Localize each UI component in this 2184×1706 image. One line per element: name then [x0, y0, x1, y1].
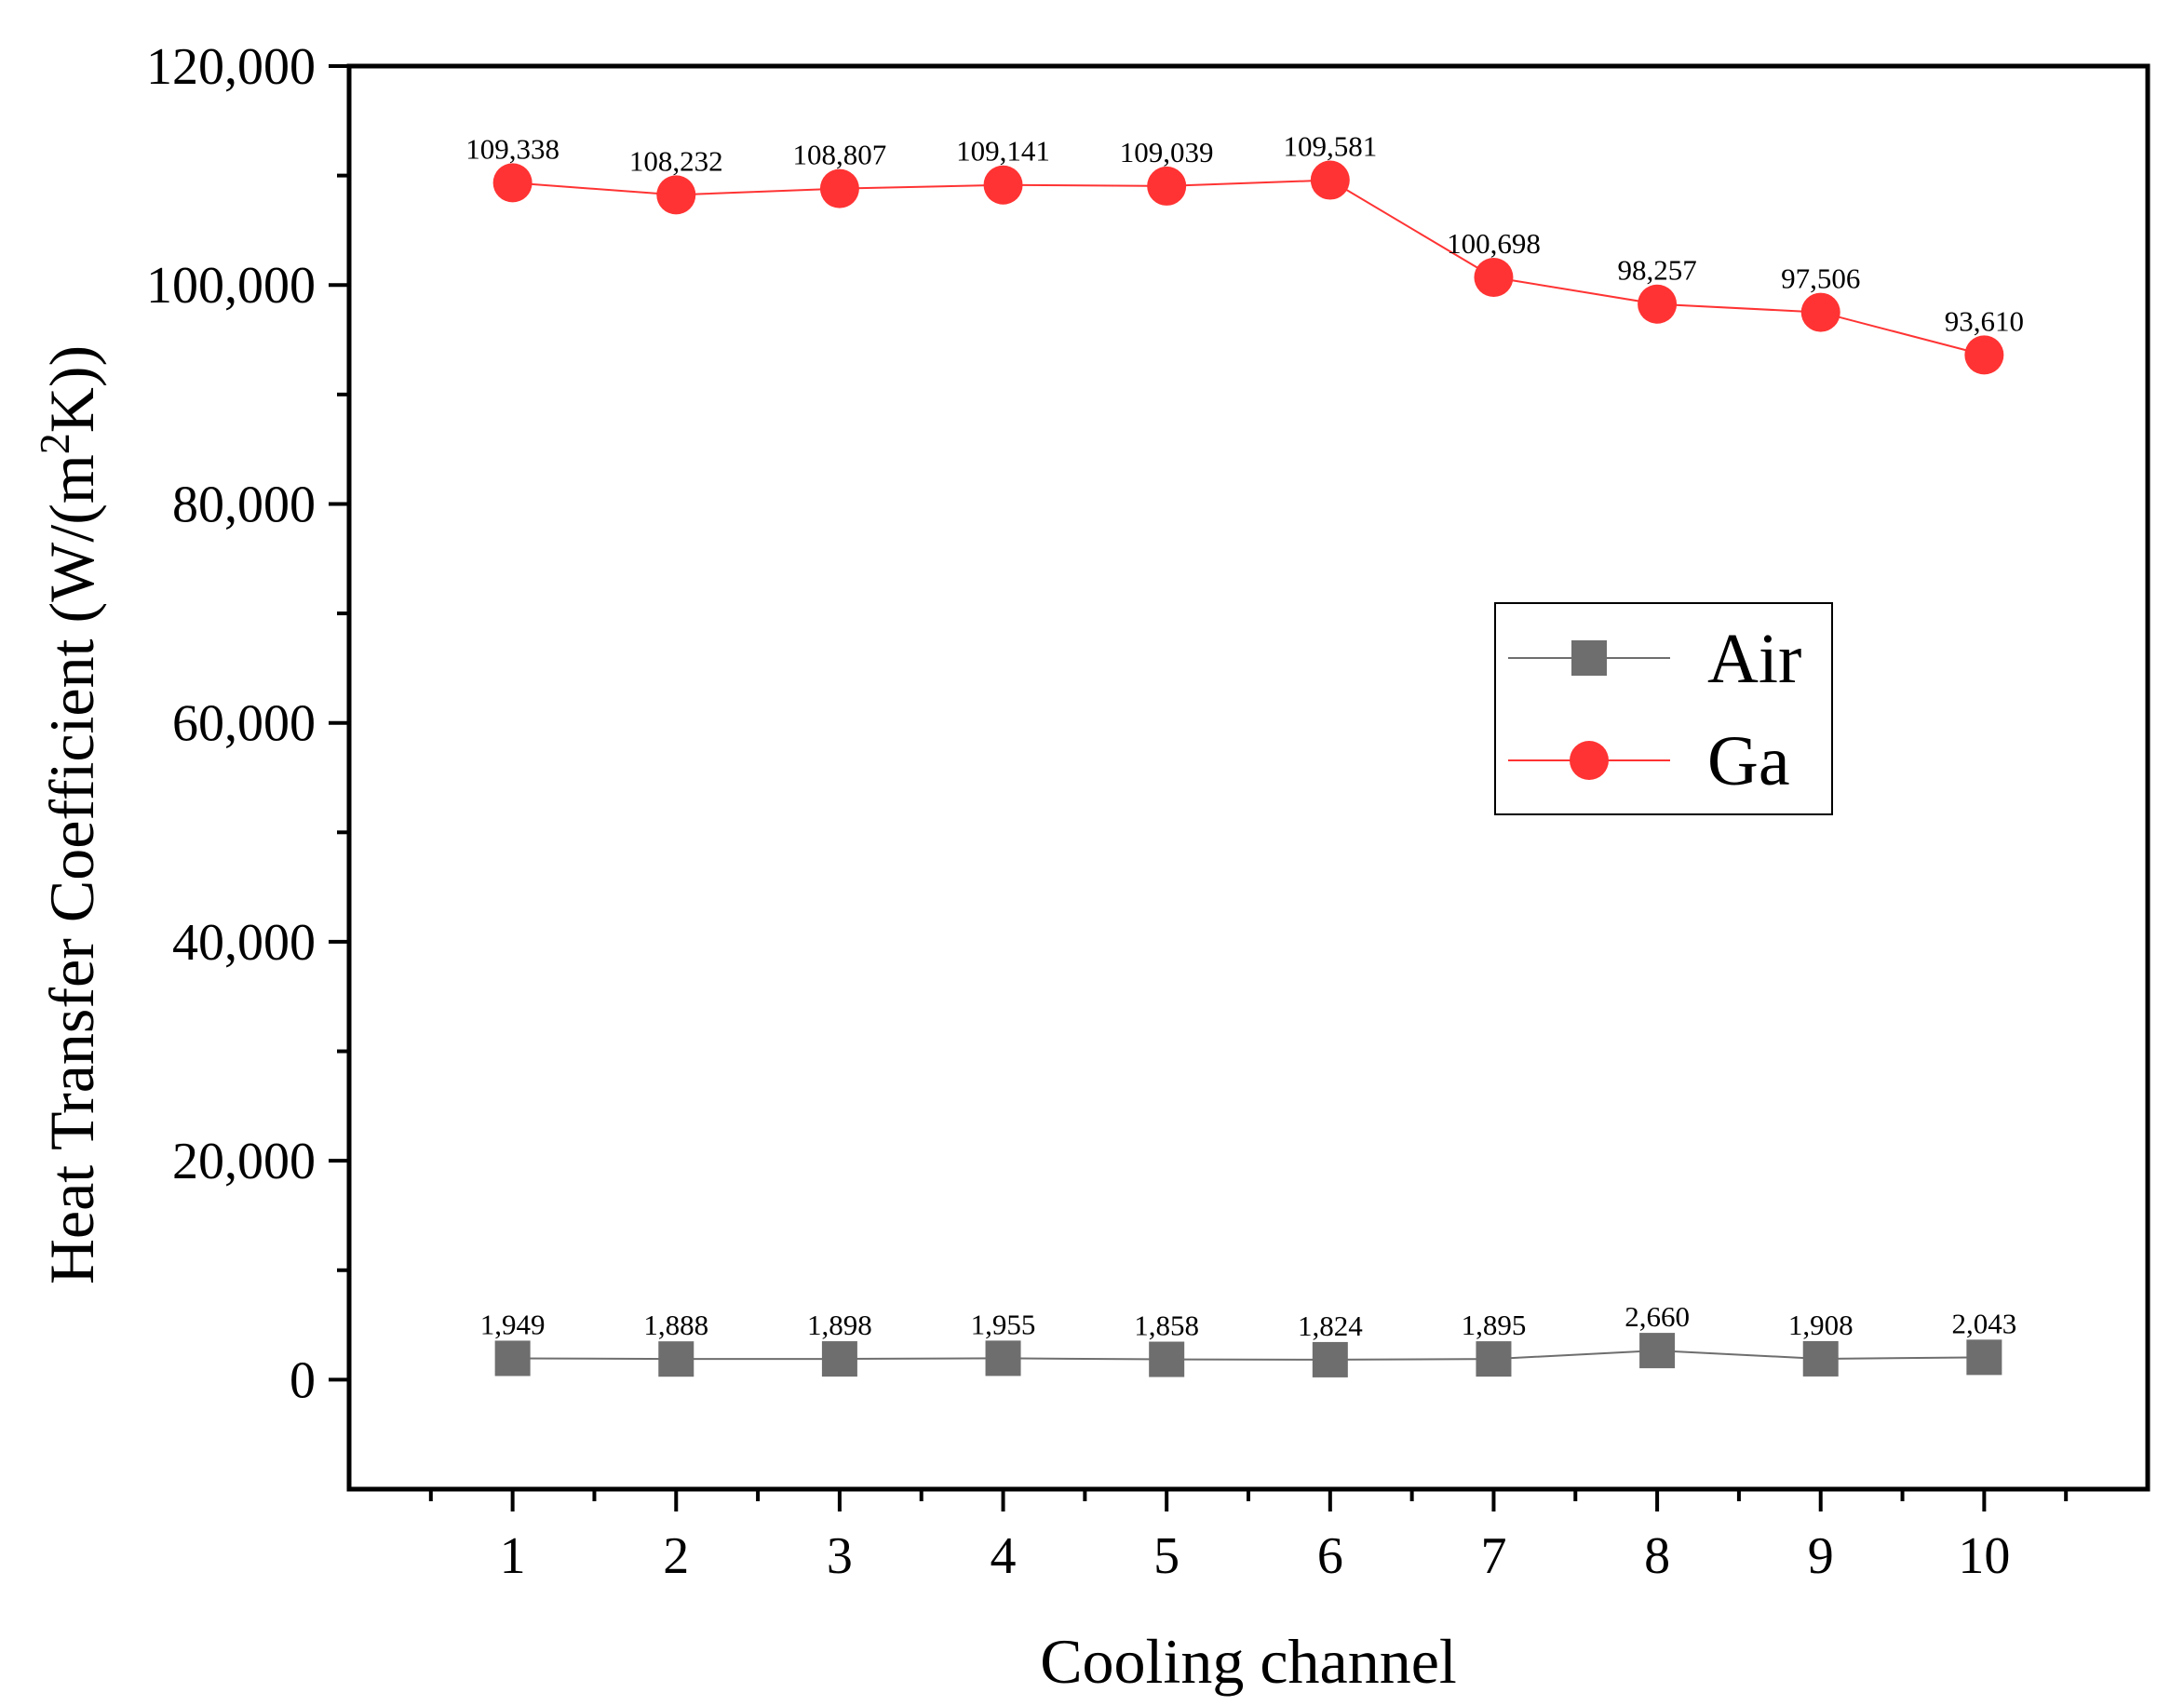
data-point-air	[658, 1341, 694, 1377]
x-tick-label: 6	[1317, 1527, 1343, 1585]
data-label-ga: 98,257	[1617, 254, 1696, 287]
y-tick-label: 120,000	[146, 38, 316, 96]
data-point-air	[1966, 1339, 2002, 1376]
data-point-air	[1476, 1341, 1512, 1377]
data-point-ga	[1310, 160, 1350, 200]
y-tick-label: 60,000	[172, 695, 316, 753]
data-label-air: 1,949	[480, 1308, 546, 1340]
data-point-ga	[492, 163, 533, 203]
data-point-ga	[1638, 284, 1678, 324]
x-tick-label: 9	[1808, 1527, 1834, 1585]
axes-layer: 0 20,000 40,000 60,000 80,000 100,000 120,000 1…	[146, 38, 2150, 1585]
y-axis-title-superscript: 2	[31, 433, 78, 454]
legend-label-air: Air	[1707, 620, 1801, 698]
data-label-air: 1,898	[807, 1309, 872, 1341]
plot-frame	[346, 63, 2150, 1492]
legend-label-ga: Ga	[1707, 722, 1790, 800]
x-tick-label: 8	[1644, 1527, 1670, 1585]
x-tick-label: 3	[827, 1527, 853, 1585]
data-point-air	[985, 1340, 1021, 1377]
data-label-air: 1,895	[1462, 1309, 1527, 1341]
legend-marker-ga	[1570, 741, 1609, 780]
data-label-ga: 97,506	[1781, 262, 1860, 295]
data-point-air	[1802, 1340, 1839, 1377]
data-point-ga	[1800, 292, 1840, 332]
legend-box	[1494, 602, 1833, 815]
x-tick-label: 10	[1958, 1527, 2010, 1585]
data-label-ga: 108,807	[793, 139, 887, 171]
data-labels-layer: 1,949 1,888 1,898 1,955 1,858 1,824 1,895 2,660…	[465, 130, 2024, 1342]
series-line-air	[512, 1350, 1985, 1361]
legend: Air Ga	[1494, 602, 1833, 815]
y-tick-label: 100,000	[146, 257, 316, 315]
data-label-air: 2,660	[1625, 1300, 1690, 1333]
data-label-air: 1,824	[1298, 1310, 1363, 1342]
data-label-ga: 93,610	[1945, 304, 2024, 337]
series-line-ga	[512, 179, 1985, 356]
y-tick-label: 40,000	[172, 914, 316, 972]
x-axis-title: Cooling channel	[1040, 1626, 1457, 1697]
x-tick-label: 1	[500, 1527, 526, 1585]
data-label-air: 1,858	[1134, 1310, 1199, 1342]
data-label-ga: 109,338	[465, 132, 559, 165]
data-point-air	[1149, 1341, 1185, 1377]
data-point-air	[1639, 1333, 1676, 1369]
data-point-air	[494, 1340, 531, 1377]
data-label-air: 1,955	[971, 1308, 1036, 1340]
data-point-air	[1312, 1341, 1348, 1377]
x-tick-label: 5	[1153, 1527, 1180, 1585]
data-label-air: 2,043	[1951, 1307, 2016, 1339]
y-tick-label: 0	[290, 1351, 316, 1409]
legend-marker-air	[1571, 640, 1607, 676]
data-label-ga: 109,581	[1283, 130, 1377, 163]
data-point-ga	[983, 165, 1023, 205]
data-point-ga	[656, 175, 696, 215]
y-tick-label: 80,000	[172, 476, 316, 533]
data-point-ga	[1474, 258, 1514, 298]
y-axis-title: Heat Transfer Coefficient (W/(m2K))	[31, 345, 107, 1284]
data-label-air: 1,888	[643, 1309, 708, 1341]
x-tick-label: 2	[663, 1527, 689, 1585]
x-tick-label: 4	[991, 1527, 1017, 1585]
data-label-ga: 109,039	[1120, 136, 1214, 168]
data-label-ga: 109,141	[956, 135, 1050, 168]
data-point-ga	[1147, 166, 1187, 206]
data-label-air: 1,908	[1788, 1309, 1854, 1341]
x-tick-label: 7	[1480, 1527, 1506, 1585]
data-point-air	[821, 1341, 857, 1377]
data-label-ga: 100,698	[1447, 227, 1541, 260]
y-tick-label: 20,000	[172, 1133, 316, 1190]
data-point-ga	[1964, 335, 2004, 375]
data-label-ga: 108,232	[629, 144, 723, 177]
y-axis-title-suffix: K))	[36, 345, 107, 433]
data-point-ga	[819, 168, 859, 208]
series-layer	[492, 160, 2004, 1377]
y-axis-title-main: Heat Transfer Coefficient (W/(m	[36, 454, 107, 1284]
